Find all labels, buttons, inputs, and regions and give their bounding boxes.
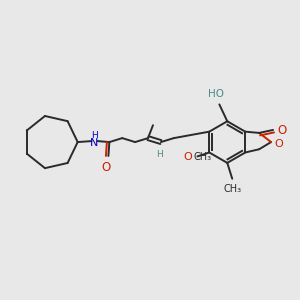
Text: HO: HO: [208, 89, 224, 100]
Text: H: H: [91, 131, 98, 140]
Text: N: N: [90, 138, 99, 148]
Text: O: O: [274, 139, 283, 149]
Text: CH₃: CH₃: [223, 184, 241, 194]
Text: O: O: [277, 124, 286, 137]
Text: O: O: [102, 161, 111, 174]
Text: CH₃: CH₃: [194, 152, 211, 162]
Text: H: H: [157, 150, 163, 159]
Text: O: O: [184, 152, 192, 162]
